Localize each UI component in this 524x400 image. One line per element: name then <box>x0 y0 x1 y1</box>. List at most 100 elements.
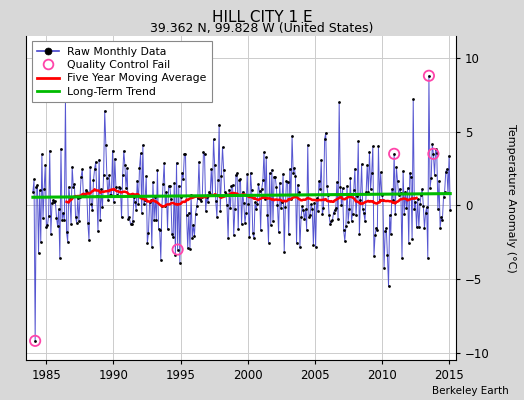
Point <box>406 170 414 176</box>
Point <box>260 149 268 155</box>
Point <box>123 165 132 172</box>
Point <box>220 167 228 174</box>
Point <box>286 166 294 172</box>
Point <box>134 201 143 207</box>
Point <box>344 218 352 225</box>
Point <box>48 200 56 206</box>
Point <box>203 194 211 200</box>
Point <box>367 170 376 176</box>
Point <box>417 192 425 198</box>
Point <box>51 198 60 204</box>
Point <box>197 198 205 204</box>
Point <box>325 212 333 218</box>
Point <box>228 182 237 188</box>
Point <box>204 199 212 205</box>
Point <box>371 232 379 238</box>
Point <box>247 187 256 194</box>
Point <box>390 151 398 157</box>
Point <box>80 193 89 200</box>
Point <box>42 224 51 230</box>
Point <box>311 244 320 250</box>
Point <box>281 204 290 210</box>
Point <box>113 192 121 198</box>
Point <box>191 210 200 217</box>
Point <box>275 229 283 236</box>
Point <box>307 201 315 208</box>
Point <box>133 177 141 184</box>
Point <box>379 196 387 203</box>
Point <box>150 217 158 223</box>
Point <box>233 170 241 176</box>
Point <box>244 201 253 208</box>
Point <box>442 168 450 175</box>
Point <box>423 254 432 261</box>
Point <box>124 215 133 222</box>
Point <box>361 218 369 224</box>
Point <box>207 166 215 172</box>
Point <box>100 172 108 178</box>
Point <box>320 136 329 143</box>
Point <box>93 193 101 199</box>
Point <box>39 215 47 222</box>
Point <box>258 185 266 192</box>
Point <box>199 149 208 155</box>
Point <box>359 210 368 216</box>
Point <box>81 187 90 193</box>
Point <box>126 221 135 228</box>
Point <box>61 95 70 101</box>
Text: 39.362 N, 99.828 W (United States): 39.362 N, 99.828 W (United States) <box>150 22 374 35</box>
Point <box>140 201 148 207</box>
Point <box>50 199 58 206</box>
Point <box>83 188 91 195</box>
Point <box>110 199 118 205</box>
Point <box>212 198 220 204</box>
Point <box>189 221 198 228</box>
Point <box>239 200 248 207</box>
Point <box>219 144 227 150</box>
Point <box>263 212 271 218</box>
Point <box>173 246 182 253</box>
Point <box>435 178 443 184</box>
Point <box>427 175 435 181</box>
Point <box>36 187 44 194</box>
Point <box>340 227 348 234</box>
Point <box>282 178 291 184</box>
Point <box>322 130 330 136</box>
Point <box>443 166 451 172</box>
Point <box>425 72 433 79</box>
Point <box>128 218 137 224</box>
Point <box>46 147 54 154</box>
Point <box>299 207 308 214</box>
Point <box>403 185 412 191</box>
Point <box>173 246 182 253</box>
Point <box>388 186 396 192</box>
Point <box>341 238 349 244</box>
Point <box>389 196 397 203</box>
Point <box>318 211 326 218</box>
Point <box>365 149 374 155</box>
Point <box>45 213 53 219</box>
Point <box>162 188 171 195</box>
Point <box>266 170 274 177</box>
Point <box>250 235 258 242</box>
Point <box>160 160 168 166</box>
Point <box>182 212 191 218</box>
Point <box>302 226 311 233</box>
Point <box>206 191 214 198</box>
Point <box>326 221 334 228</box>
Point <box>278 199 286 205</box>
Point <box>115 184 124 190</box>
Point <box>369 143 377 150</box>
Point <box>402 205 411 212</box>
Point <box>252 206 260 212</box>
Point <box>178 170 187 176</box>
Point <box>336 184 344 190</box>
Point <box>156 227 164 233</box>
Point <box>89 177 97 183</box>
Point <box>84 220 92 227</box>
Point <box>280 248 288 255</box>
Point <box>316 186 324 193</box>
Point <box>241 220 249 226</box>
Point <box>256 227 265 233</box>
Point <box>161 203 169 209</box>
